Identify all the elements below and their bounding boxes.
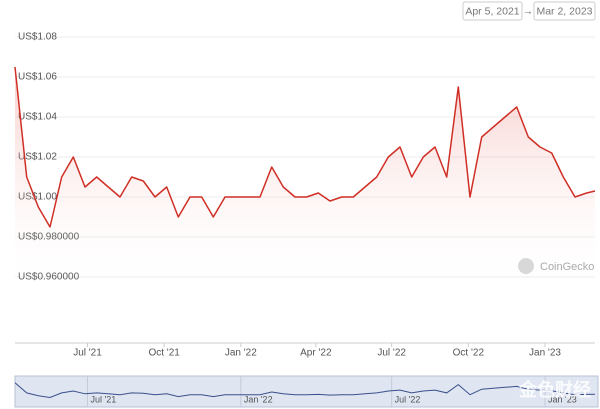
y-tick-label: US$1.06 xyxy=(18,72,57,83)
price-line xyxy=(14,66,596,228)
price-area xyxy=(15,67,595,297)
watermark: CoinGecko xyxy=(540,261,594,273)
y-tick-label: US$1.00 xyxy=(18,192,57,203)
date-to-box[interactable] xyxy=(533,1,596,21)
x-tick-label: Jul '21 xyxy=(73,348,102,359)
navigator-tick-label: Jul '21 xyxy=(91,394,117,404)
y-tick-label: US$1.04 xyxy=(18,112,57,123)
y-tick-label: US$1.08 xyxy=(18,32,57,43)
x-tick-label: Jul '22 xyxy=(377,348,406,359)
x-tick-label: Oct '22 xyxy=(453,348,485,359)
date-to[interactable]: Mar 2, 2023 xyxy=(536,5,592,17)
logo xyxy=(518,258,534,274)
date-from[interactable]: Apr 5, 2021 xyxy=(465,5,519,17)
navigator-tick-label: Jan '23 xyxy=(548,394,577,404)
navigator[interactable] xyxy=(14,375,599,408)
navigator-line xyxy=(14,382,596,399)
x-tick-label: Oct '21 xyxy=(148,348,180,359)
navigator-tick-label: Jan '22 xyxy=(244,394,273,404)
navigator-tick-label: Jul '22 xyxy=(395,394,421,404)
x-tick-label: Jan '22 xyxy=(225,348,257,359)
x-tick-label: Jan '23 xyxy=(529,348,561,359)
date-from-box[interactable] xyxy=(462,1,523,21)
date-arrow: → xyxy=(523,5,534,17)
y-tick-label: US$1.02 xyxy=(18,152,57,163)
x-tick-label: Apr '22 xyxy=(300,348,332,359)
watermark-2: 金色财经 xyxy=(518,379,591,400)
